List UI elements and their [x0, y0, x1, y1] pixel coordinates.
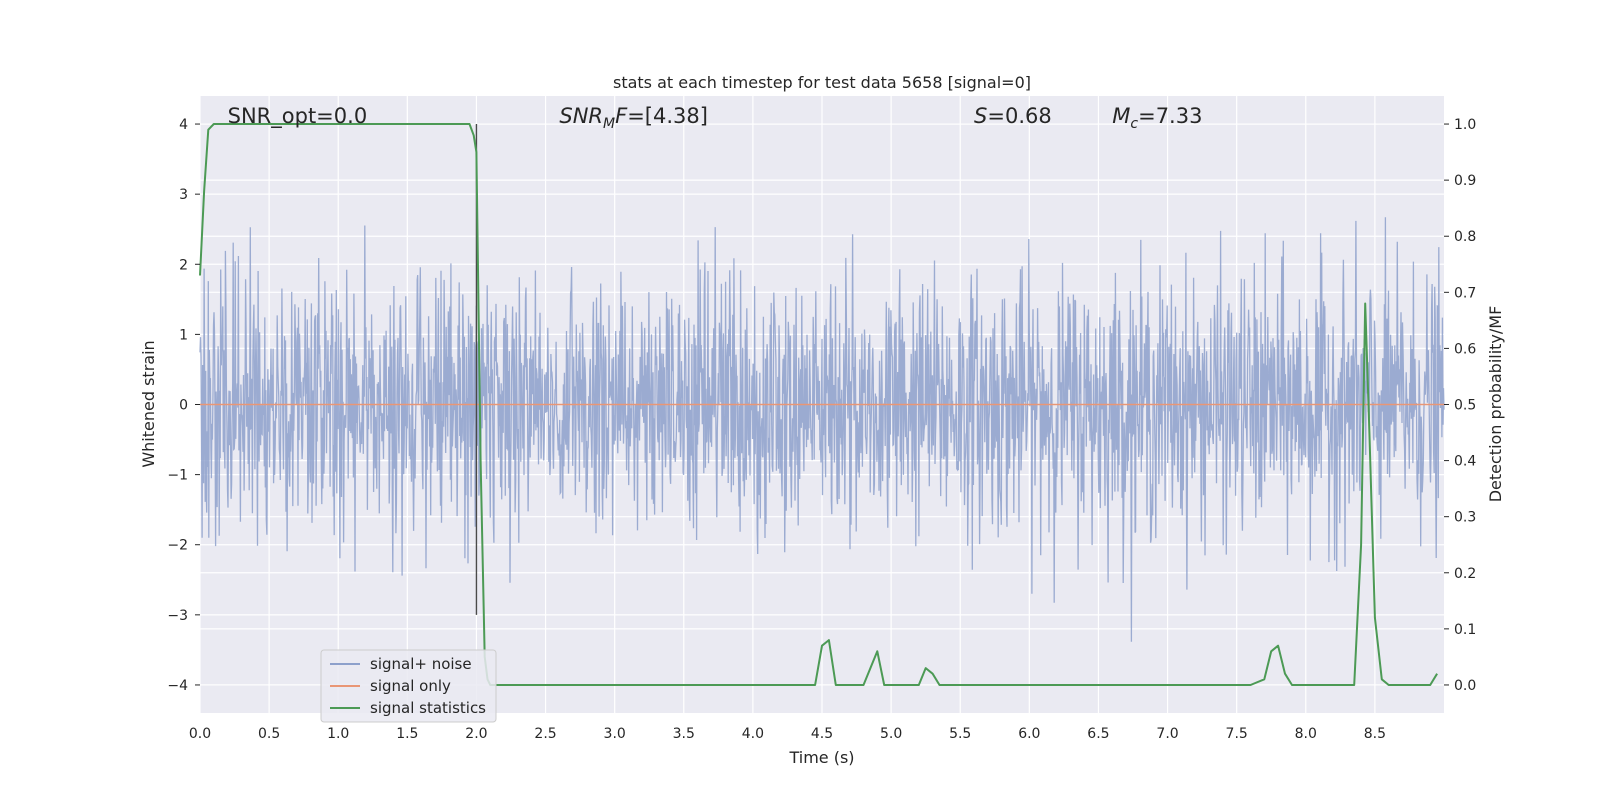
y-right-tick-label: 1.0 [1454, 117, 1476, 133]
x-tick-label: 4.5 [811, 726, 833, 742]
x-tick-label: 4.0 [742, 726, 764, 742]
y-left-tick-label: 2 [179, 257, 188, 273]
x-tick-label: 0.0 [189, 726, 211, 742]
y-left-tick-label: 3 [179, 187, 188, 203]
x-tick-label: 8.5 [1364, 726, 1386, 742]
x-tick-label: 1.5 [396, 726, 418, 742]
x-tick-label: 2.5 [534, 726, 556, 742]
legend-box [320, 649, 497, 723]
signal-noise-line [199, 217, 1445, 642]
y-right-tick-label: 0.6 [1454, 341, 1476, 357]
annotation-3: Mc=7.33 [1112, 104, 1202, 132]
annotation-layer: SNR_opt=0.0 SNRMF=[4.38] S=0.68 Mc=7.33 [228, 104, 1203, 132]
x-tick-label: 3.5 [673, 726, 695, 742]
legend-label-signal-noise: signal+ noise [370, 655, 472, 673]
line-layer [199, 123, 1444, 686]
x-tick-label: 1.0 [327, 726, 349, 742]
y-right-tick-label: 0.8 [1454, 229, 1476, 245]
x-tick-label: 5.0 [880, 726, 902, 742]
legend-label-signal-only: signal only [370, 677, 451, 695]
x-tick-label: 7.0 [1156, 726, 1178, 742]
y-right-tick-label: 0.9 [1454, 173, 1476, 189]
noise-series [199, 217, 1445, 642]
y-left-tick-label: −2 [167, 538, 188, 554]
y-right-tick-label: 0.1 [1454, 622, 1476, 638]
x-tick-label: 0.5 [258, 726, 280, 742]
signal-statistics-line [199, 123, 1438, 686]
x-axis-label: Time (s) [788, 748, 854, 767]
y-left-tick-label: −4 [167, 678, 188, 694]
y-right-tick-label: 0.7 [1454, 285, 1476, 301]
x-tick-label: 7.5 [1226, 726, 1248, 742]
y-left-tick-label: −1 [167, 468, 188, 484]
x-tick-label: 2.0 [465, 726, 487, 742]
y-right-tick-label: 0.2 [1454, 566, 1476, 582]
x-tick-label: 6.5 [1087, 726, 1109, 742]
x-tick-label: 8.0 [1295, 726, 1317, 742]
annotation-2: S=0.68 [974, 104, 1052, 128]
y-left-tick-label: 1 [179, 327, 188, 343]
legend: signal+ noise signal only signal statist… [320, 649, 497, 723]
y-left-tick-label: 4 [179, 117, 188, 133]
y-axis-label-right: Detection probability/MF [1486, 306, 1505, 503]
chart-title: stats at each timestep for test data 565… [613, 73, 1031, 92]
y-left-tick-label: −3 [167, 608, 188, 624]
x-tick-label: 6.0 [1018, 726, 1040, 742]
x-tick-label: 5.5 [949, 726, 971, 742]
y-left-tick-label: 0 [179, 398, 188, 414]
y-right-tick-label: 0.3 [1454, 510, 1476, 526]
y-right-tick-label: 0.0 [1454, 678, 1476, 694]
y-right-tick-label: 0.5 [1454, 398, 1476, 414]
y-right-tick-label: 0.4 [1454, 454, 1476, 470]
annotation-1: SNRMF=[4.38] [559, 104, 708, 132]
y-axis-label-left: Whitened strain [139, 340, 158, 467]
axes-layer: 0.0 0.5 1.0 1.5 2.0 2.5 3.0 3.5 4.0 4.5 5.0 5.5 6.0 6… [167, 117, 1476, 742]
legend-label-signal-statistics: signal statistics [370, 699, 486, 717]
annotation-0: SNR_opt=0.0 [228, 104, 368, 129]
x-tick-label: 3.0 [604, 726, 626, 742]
